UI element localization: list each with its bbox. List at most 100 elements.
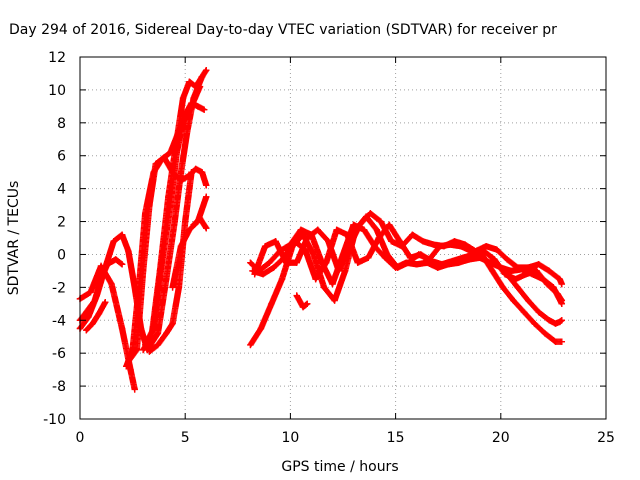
data-point (554, 290, 561, 298)
data-point (83, 308, 90, 316)
data-point (558, 297, 566, 304)
data-point (524, 297, 532, 304)
x-tick-label: 25 (597, 430, 615, 446)
data-point (104, 261, 111, 268)
data-point (356, 221, 364, 229)
data-point (508, 267, 515, 275)
data-point (297, 226, 305, 233)
data-point (188, 168, 195, 176)
data-point (188, 103, 195, 110)
data-point (266, 259, 273, 266)
data-point (177, 243, 185, 250)
data-point (329, 280, 336, 288)
y-tick-label: 12 (48, 50, 66, 66)
data-point (171, 218, 178, 225)
data-point (186, 226, 193, 233)
data-point (375, 234, 382, 242)
data-point (196, 215, 204, 222)
data-point (102, 298, 109, 306)
data-point (428, 257, 435, 265)
data-point (373, 226, 380, 233)
data-point (514, 284, 521, 291)
data-point (142, 341, 149, 349)
data-point (169, 284, 176, 291)
data-point (173, 149, 180, 156)
series-trace-d (83, 298, 109, 334)
axes-ticks: 0 5 10 15 20 25 -10 -8 -6 -4 -2 0 2 4 6 8 10 12 (43, 50, 615, 446)
data-point (150, 325, 157, 332)
data-point (531, 320, 538, 327)
data-point (350, 221, 357, 229)
data-point (558, 338, 566, 345)
data-point (200, 106, 208, 113)
data-point (291, 238, 298, 245)
series-trace-l (190, 215, 210, 232)
data-point (407, 254, 414, 261)
data-point (272, 238, 279, 245)
data-point (261, 243, 269, 250)
data-point (110, 238, 117, 245)
data-point (133, 346, 141, 354)
data-point (139, 267, 147, 275)
data-point (331, 297, 338, 304)
data-point (543, 280, 551, 288)
data-point (489, 267, 496, 275)
data-point (184, 127, 191, 135)
data-point (451, 238, 458, 245)
y-tick-label: 0 (57, 247, 66, 263)
data-point (322, 259, 330, 266)
data-point (163, 275, 170, 283)
data-point (251, 271, 258, 278)
y-tick-label: -10 (43, 412, 66, 428)
data-point (461, 241, 469, 248)
data-point (175, 284, 183, 291)
data-point (203, 224, 210, 232)
data-point (419, 238, 427, 245)
data-point (335, 267, 342, 275)
data-point (247, 259, 254, 266)
data-point (388, 238, 395, 245)
data-point (398, 243, 406, 250)
data-point (514, 264, 521, 271)
data-point (402, 259, 410, 266)
data-point (367, 210, 374, 217)
data-point (203, 182, 210, 189)
data-point (552, 338, 559, 345)
data-series (76, 66, 566, 393)
data-point (354, 259, 361, 266)
data-point (95, 310, 103, 317)
data-point (293, 259, 300, 266)
data-point (304, 234, 311, 242)
data-point (545, 267, 553, 275)
data-point (522, 271, 530, 278)
data-point (118, 325, 126, 332)
data-point (381, 254, 389, 261)
data-point (558, 280, 566, 288)
data-point (533, 267, 540, 275)
data-point (270, 264, 277, 271)
data-point (438, 261, 446, 268)
data-point (556, 275, 563, 283)
data-point (341, 267, 349, 275)
data-point (186, 78, 193, 85)
data-point (360, 226, 368, 233)
data-point (182, 218, 189, 225)
x-tick-label: 10 (281, 430, 299, 446)
data-point (459, 254, 467, 261)
data-point (257, 325, 265, 332)
data-point (91, 297, 98, 304)
data-point (97, 275, 105, 283)
data-point (503, 256, 511, 263)
data-point (493, 246, 500, 253)
series-trace-q (293, 292, 311, 311)
y-tick-label: 6 (57, 149, 66, 165)
data-point (152, 160, 159, 168)
y-tick-label: 2 (57, 215, 66, 231)
x-axis-label: GPS time / hours (281, 459, 398, 475)
y-tick-label: -6 (52, 346, 66, 362)
data-point (503, 271, 511, 278)
data-point (558, 317, 566, 324)
data-point (491, 256, 498, 263)
y-tick-label: 4 (57, 182, 66, 198)
data-point (97, 262, 105, 270)
